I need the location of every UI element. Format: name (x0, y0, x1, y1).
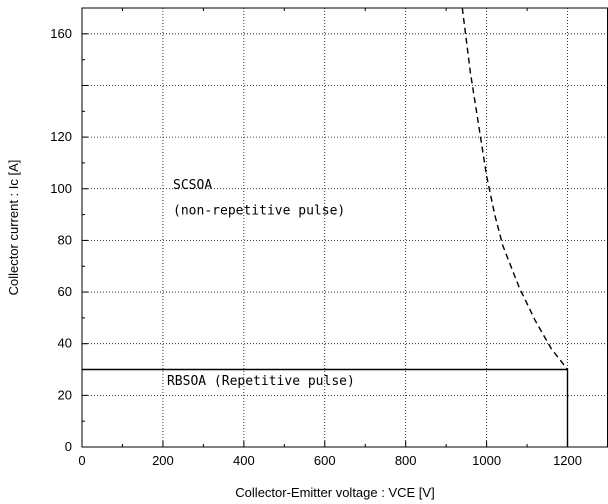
tick-marks (81, 8, 569, 447)
annotations: SCSOA (non-repetitive pulse) RBSOA (Repeti… (167, 178, 355, 389)
annotation-scsoa-subtitle: (non-repetitive pulse) (173, 204, 345, 219)
y-tick-label-7: 160 (50, 26, 72, 41)
x-tick-label-4: 800 (395, 453, 417, 468)
series-layer (82, 7, 569, 447)
x-tick-label-1: 200 (152, 453, 174, 468)
y-tick-label-1: 20 (58, 387, 72, 402)
x-tick-label-6: 1200 (553, 453, 582, 468)
y-tick-label-0: 0 (65, 439, 72, 454)
annotation-scsoa-title: SCSOA (173, 178, 212, 193)
y-tick-label-5: 100 (50, 181, 72, 196)
y-tick-label-6: 120 (50, 129, 72, 144)
x-tick-label-2: 400 (233, 453, 255, 468)
y-tick-label-4: 80 (58, 232, 72, 247)
y-axis-title: Collector current : Ic [A] (6, 160, 21, 296)
grid-lines (82, 8, 608, 447)
y-tick-label-2: 40 (58, 336, 72, 351)
x-tick-label-0: 0 (78, 453, 85, 468)
x-axis-title: Collector-Emitter voltage : VCE [V] (235, 485, 434, 500)
scsoa-boundary-line (461, 7, 569, 370)
y-tick-label-3: 60 (58, 284, 72, 299)
y-tick-labels: 0 20 40 60 80 100 120 160 (50, 26, 72, 454)
annotation-rbsoa: RBSOA (Repetitive pulse) (167, 374, 355, 389)
x-tick-labels: 0 200 400 600 800 1000 1200 (78, 453, 582, 468)
x-tick-label-5: 1000 (472, 453, 501, 468)
x-tick-label-3: 600 (314, 453, 336, 468)
